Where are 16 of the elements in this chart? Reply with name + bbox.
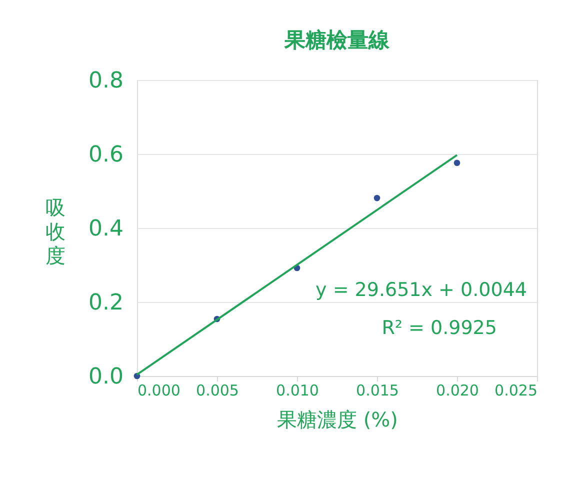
y-tick-label: 0.8 [88, 68, 124, 94]
x-axis-title: 果糖濃度 (%) [277, 408, 398, 432]
x-tick-label: 0.025 [494, 382, 538, 400]
x-tick-label: 0.015 [356, 382, 399, 400]
y-tick-label: 0.6 [88, 142, 124, 168]
x-tick-label: 0.000 [138, 382, 180, 400]
annotation: R² = 0.9925 [382, 317, 497, 339]
x-tick-label: 0.010 [276, 382, 319, 400]
x-tick-label: 0.020 [436, 382, 479, 400]
y-tick-label: 0.0 [88, 364, 124, 390]
y-axis-title: 吸收度 [46, 196, 66, 268]
y-tick-label: 0.2 [88, 290, 124, 316]
chart-title: 果糖檢量線 [284, 28, 390, 52]
x-tick-label: 0.005 [196, 382, 239, 400]
annotation: y = 29.651x + 0.0044 [316, 279, 527, 301]
y-tick-label: 0.4 [88, 216, 124, 242]
